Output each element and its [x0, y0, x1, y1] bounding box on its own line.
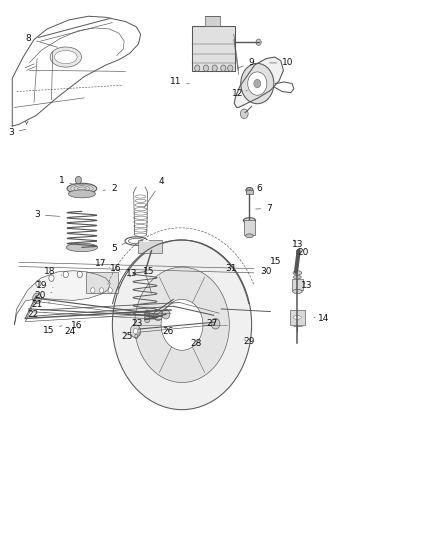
Circle shape — [248, 72, 267, 95]
Circle shape — [133, 328, 138, 334]
Polygon shape — [234, 57, 283, 108]
Text: 1: 1 — [59, 176, 75, 185]
Ellipse shape — [54, 51, 77, 63]
Ellipse shape — [68, 190, 95, 198]
Circle shape — [194, 65, 200, 71]
Circle shape — [254, 79, 261, 88]
Text: 25: 25 — [121, 332, 132, 341]
Text: 29: 29 — [243, 337, 254, 346]
Circle shape — [145, 310, 150, 317]
Text: 0°: 0° — [133, 334, 141, 340]
Ellipse shape — [128, 238, 144, 244]
Text: 13: 13 — [301, 281, 313, 290]
Text: 12: 12 — [232, 89, 247, 98]
Circle shape — [63, 271, 68, 278]
Text: 2: 2 — [103, 183, 117, 192]
Text: 16: 16 — [110, 264, 121, 273]
Text: 27: 27 — [206, 319, 218, 328]
Bar — [247, 190, 253, 194]
Bar — [138, 240, 162, 253]
Ellipse shape — [67, 183, 97, 194]
Ellipse shape — [66, 243, 98, 252]
Text: 17: 17 — [95, 260, 110, 268]
Text: 13: 13 — [126, 269, 138, 278]
Ellipse shape — [244, 217, 255, 223]
Text: 16: 16 — [71, 321, 85, 330]
Bar — [244, 220, 255, 235]
Text: 3: 3 — [34, 210, 60, 219]
Bar — [292, 279, 303, 290]
Circle shape — [221, 65, 226, 71]
Text: 31: 31 — [226, 264, 237, 273]
Circle shape — [162, 310, 170, 319]
Circle shape — [99, 288, 104, 293]
Text: 10: 10 — [270, 59, 293, 67]
Text: 15: 15 — [42, 326, 62, 335]
Polygon shape — [14, 271, 110, 325]
Text: 30: 30 — [260, 268, 272, 276]
Ellipse shape — [293, 289, 302, 294]
Text: 13: 13 — [292, 240, 303, 249]
Circle shape — [211, 318, 220, 329]
Text: 9: 9 — [237, 59, 254, 68]
Circle shape — [256, 39, 261, 45]
Text: 8: 8 — [25, 34, 57, 47]
Bar — [86, 272, 117, 293]
Bar — [290, 310, 305, 325]
Circle shape — [49, 275, 54, 281]
Bar — [192, 26, 235, 71]
Circle shape — [203, 65, 208, 71]
Text: 7: 7 — [256, 204, 272, 213]
Circle shape — [36, 280, 41, 287]
Circle shape — [228, 65, 233, 71]
Text: 20: 20 — [34, 290, 52, 300]
Ellipse shape — [246, 188, 253, 193]
Text: 22: 22 — [27, 310, 47, 319]
Text: 15: 15 — [270, 257, 281, 266]
Text: 3: 3 — [8, 128, 26, 138]
Text: 6: 6 — [247, 183, 262, 192]
Text: 5: 5 — [111, 243, 126, 253]
Text: 15: 15 — [143, 267, 154, 276]
Text: 20: 20 — [297, 248, 308, 257]
Text: 4: 4 — [144, 177, 164, 208]
Text: 18: 18 — [44, 268, 62, 276]
Ellipse shape — [293, 271, 302, 275]
Circle shape — [161, 300, 203, 350]
Circle shape — [145, 317, 150, 322]
Circle shape — [130, 325, 141, 337]
Ellipse shape — [293, 275, 301, 279]
Circle shape — [212, 65, 217, 71]
Circle shape — [108, 288, 113, 293]
Circle shape — [113, 240, 252, 410]
Text: 23: 23 — [131, 319, 143, 328]
Circle shape — [77, 271, 82, 278]
Circle shape — [33, 293, 42, 304]
Circle shape — [75, 176, 81, 184]
Circle shape — [134, 267, 230, 383]
Text: 24: 24 — [64, 327, 81, 336]
Text: 11: 11 — [170, 77, 189, 86]
Circle shape — [91, 288, 95, 293]
Circle shape — [154, 310, 162, 320]
Circle shape — [240, 109, 248, 118]
Circle shape — [241, 63, 274, 104]
Text: 14: 14 — [314, 314, 329, 324]
Text: 26: 26 — [162, 327, 173, 336]
Text: 19: 19 — [35, 281, 53, 290]
Ellipse shape — [50, 47, 81, 67]
Text: 28: 28 — [191, 339, 202, 348]
Circle shape — [145, 313, 150, 319]
Text: 21: 21 — [32, 300, 50, 309]
Ellipse shape — [246, 234, 253, 238]
Bar — [205, 15, 220, 26]
Ellipse shape — [293, 316, 301, 319]
